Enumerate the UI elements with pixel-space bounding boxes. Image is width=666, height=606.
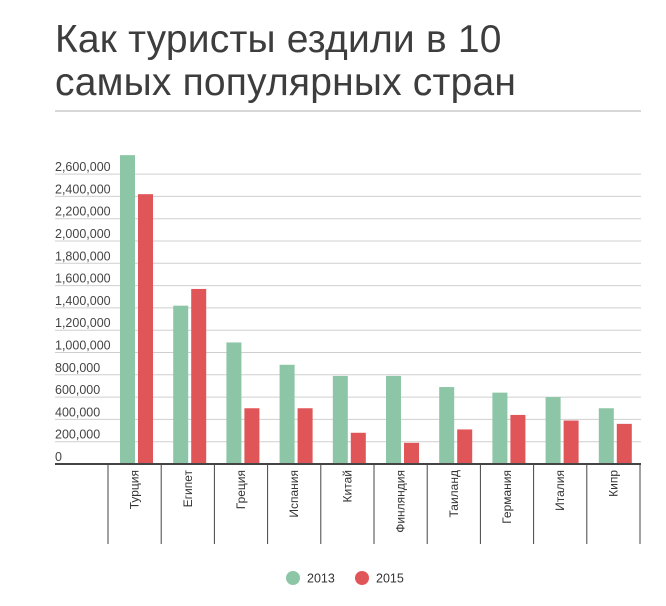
bar-2015 — [457, 429, 473, 464]
y-tick-label: 1,600,000 — [55, 272, 111, 286]
title-divider — [55, 110, 641, 112]
y-tick-label: 2,600,000 — [55, 160, 111, 174]
y-tick-label: 200,000 — [55, 428, 100, 442]
y-tick-label: 2,400,000 — [55, 182, 111, 196]
bar-2015 — [563, 420, 579, 464]
legend-label-2013: 2013 — [307, 572, 335, 586]
y-tick-label: 2,200,000 — [55, 205, 111, 219]
y-tick-label: 800,000 — [55, 361, 100, 375]
bar-2013 — [332, 375, 348, 464]
bar-2015 — [138, 194, 153, 465]
y-tick-label: 400,000 — [55, 405, 100, 419]
bar-2015 — [297, 408, 313, 464]
bar-2015 — [510, 414, 526, 464]
x-tick-label: Греция — [234, 470, 248, 509]
y-tick-label: 1,000,000 — [55, 339, 111, 353]
bar-2013 — [279, 364, 295, 464]
bar-2013 — [439, 387, 455, 464]
x-tick-label: Китай — [340, 470, 354, 502]
x-tick-label: Турция — [128, 470, 142, 509]
bar-2013 — [598, 408, 614, 464]
y-tick-label: 2,000,000 — [55, 227, 111, 241]
bar-2013 — [492, 392, 508, 464]
bar-2013 — [226, 342, 242, 464]
y-tick-label: 0 — [55, 450, 62, 464]
bar-2013 — [545, 397, 561, 464]
y-tick-label: 1,400,000 — [55, 294, 111, 308]
bar-2015 — [616, 423, 632, 464]
y-axis-tick-labels: 0 200,000 400,000 600,000 800,000 1,000,000 1,… — [55, 160, 111, 464]
bar-2015 — [244, 408, 260, 464]
bar-2015 — [191, 288, 207, 464]
chart-title-line-1: Как туристы ездили в 10 — [55, 18, 502, 61]
legend-marker-2015 — [355, 571, 369, 585]
bar-2013 — [386, 375, 401, 464]
x-tick-label: Испания — [287, 470, 301, 518]
bar-2013 — [120, 155, 135, 464]
x-tick-label: Таиланд — [447, 470, 461, 517]
bar-2015 — [350, 432, 366, 464]
x-tick-label: Египет — [181, 470, 195, 508]
chart-title: Как туристы ездили в 10 самых популярных… — [55, 18, 516, 104]
chart-title-line-2: самых популярных стран — [55, 61, 517, 104]
x-tick-label: Германия — [500, 470, 514, 524]
y-tick-label: 1,800,000 — [55, 249, 111, 263]
legend: 2013 2015 — [286, 571, 404, 586]
bars — [120, 155, 632, 465]
x-tick-label: Финляндия — [394, 470, 408, 533]
bar-2013 — [173, 305, 189, 464]
bar-2015 — [404, 442, 419, 464]
legend-marker-2013 — [286, 571, 300, 585]
legend-label-2015: 2015 — [376, 572, 404, 586]
x-axis: Турция Египет Греция Испания Китай Финляндия Т… — [55, 463, 641, 544]
x-tick-label: Кипр — [606, 470, 620, 497]
x-tick-label: Италия — [553, 470, 567, 511]
y-tick-label: 1,200,000 — [55, 316, 111, 330]
y-tick-label: 600,000 — [55, 383, 100, 397]
